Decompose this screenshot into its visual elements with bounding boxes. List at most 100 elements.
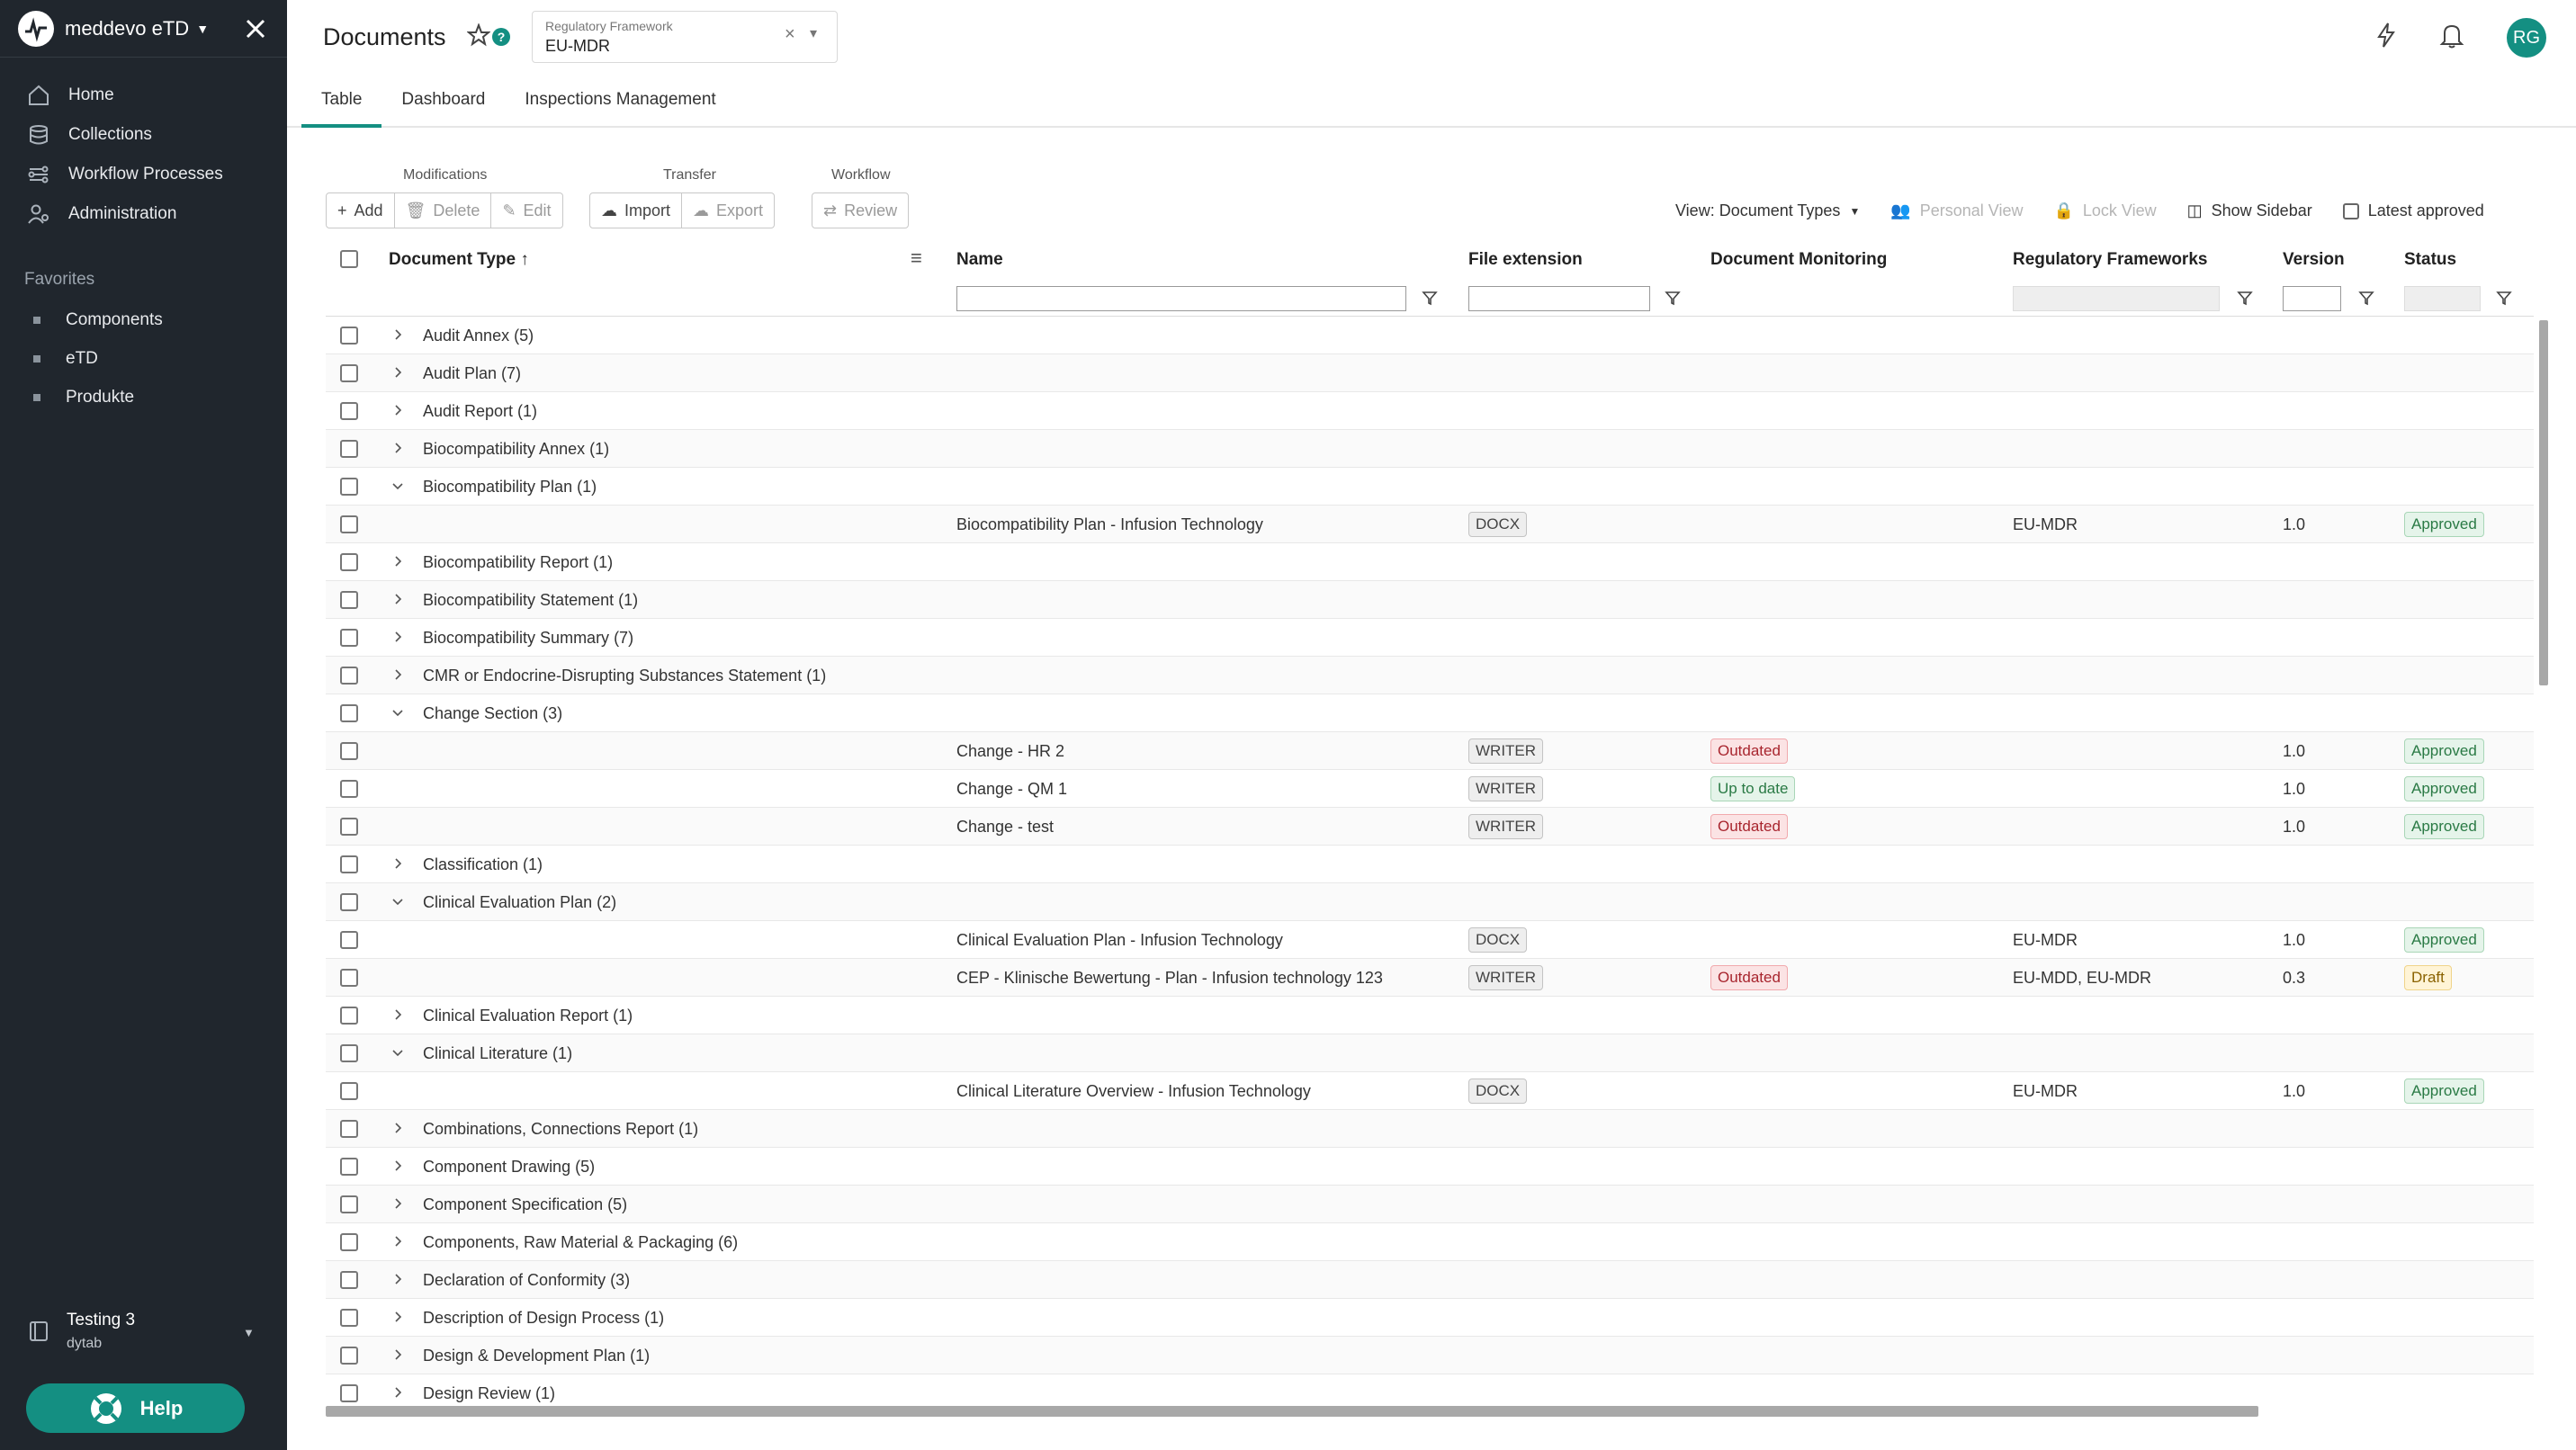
filter-icon[interactable] [2237, 290, 2253, 306]
favorite-item-produkte[interactable]: Produkte [0, 378, 287, 416]
review-button[interactable]: ⇄ Review [812, 192, 910, 228]
row-checkbox[interactable] [340, 1195, 358, 1213]
chevron-right-icon[interactable] [390, 1347, 405, 1362]
latest-approved-checkbox[interactable] [2342, 202, 2359, 219]
chevron-right-icon[interactable] [390, 592, 405, 606]
tab-inspections-management[interactable]: Inspections Management [525, 90, 716, 109]
document-row[interactable]: Biocompatibility Plan - Infusion Technol… [326, 506, 2534, 543]
chevron-right-icon[interactable] [390, 441, 405, 455]
row-checkbox[interactable] [340, 1233, 358, 1251]
lightning-icon[interactable] [2371, 20, 2401, 50]
row-checkbox[interactable] [340, 553, 358, 571]
delete-button[interactable]: 🗑 Delete [394, 192, 492, 228]
chevron-right-icon[interactable] [390, 1121, 405, 1135]
chevron-right-icon[interactable] [390, 403, 405, 417]
row-checkbox[interactable] [340, 818, 358, 836]
group-row[interactable]: Design Review (1) [326, 1374, 2534, 1409]
group-row[interactable]: Declaration of Conformity (3) [326, 1261, 2534, 1299]
help-button[interactable]: Help [26, 1383, 245, 1433]
group-row[interactable]: Component Drawing (5) [326, 1148, 2534, 1186]
chevron-right-icon[interactable] [390, 1272, 405, 1286]
document-row[interactable]: Clinical Literature Overview - Infusion … [326, 1072, 2534, 1110]
view-select[interactable]: View: Document Types ▼ [1675, 201, 1860, 220]
favorite-item-components[interactable]: Components [0, 300, 287, 339]
group-row[interactable]: Biocompatibility Summary (7) [326, 619, 2534, 657]
tab-table[interactable]: Table [301, 79, 382, 128]
chevron-right-icon[interactable] [390, 1310, 405, 1324]
file-extension-filter-input[interactable] [1468, 286, 1650, 311]
latest-approved-toggle[interactable]: Latest approved [2342, 201, 2484, 220]
name-filter-input[interactable] [956, 286, 1406, 311]
row-checkbox[interactable] [340, 855, 358, 873]
document-row[interactable]: Change - HR 2 WRITER Outdated 1.0 Approved [326, 732, 2534, 770]
group-row[interactable]: Biocompatibility Plan (1) [326, 468, 2534, 506]
chevron-down-icon[interactable] [390, 479, 405, 493]
regulatory-frameworks-filter-input[interactable] [2013, 286, 2220, 311]
sidebar-item-workflow-processes[interactable]: Workflow Processes [0, 155, 287, 194]
row-checkbox[interactable] [340, 893, 358, 911]
select-all-checkbox[interactable] [340, 250, 358, 268]
row-checkbox[interactable] [340, 667, 358, 685]
show-sidebar-button[interactable]: ◫ Show Sidebar [2187, 201, 2312, 220]
chevron-right-icon[interactable] [390, 1159, 405, 1173]
personal-view-button[interactable]: 👥 Personal View [1890, 201, 2023, 220]
sidebar-item-home[interactable]: Home [0, 76, 287, 115]
document-name[interactable]: Change - QM 1 [956, 780, 1068, 798]
chevron-down-icon[interactable] [390, 894, 405, 908]
add-button[interactable]: + Add [326, 192, 395, 228]
column-header-file-extension[interactable]: File extension [1468, 250, 1583, 269]
group-row[interactable]: Clinical Literature (1) [326, 1034, 2534, 1072]
row-checkbox[interactable] [340, 1158, 358, 1176]
group-row[interactable]: Audit Annex (5) [326, 317, 2534, 354]
export-button[interactable]: ☁ Export [682, 192, 776, 228]
chevron-right-icon[interactable] [390, 1007, 405, 1022]
status-filter-input[interactable] [2404, 286, 2481, 311]
group-row[interactable]: Combinations, Connections Report (1) [326, 1110, 2534, 1148]
filter-icon[interactable] [1422, 290, 1438, 306]
row-checkbox[interactable] [340, 478, 358, 496]
filter-icon[interactable] [2496, 290, 2512, 306]
filter-icon[interactable] [1665, 290, 1681, 306]
group-row[interactable]: Component Specification (5) [326, 1186, 2534, 1223]
row-checkbox[interactable] [340, 629, 358, 647]
group-row[interactable]: Clinical Evaluation Plan (2) [326, 883, 2534, 921]
document-row[interactable]: Clinical Evaluation Plan - Infusion Tech… [326, 921, 2534, 959]
row-checkbox[interactable] [340, 591, 358, 609]
group-row[interactable]: Audit Plan (7) [326, 354, 2534, 392]
row-checkbox[interactable] [340, 780, 358, 798]
bell-icon[interactable] [2437, 20, 2467, 50]
document-name[interactable]: Clinical Evaluation Plan - Infusion Tech… [956, 931, 1283, 949]
row-checkbox[interactable] [340, 704, 358, 722]
row-checkbox[interactable] [340, 1347, 358, 1365]
sidebar-item-collections[interactable]: Collections [0, 115, 287, 155]
row-checkbox[interactable] [340, 1044, 358, 1062]
chevron-down-icon[interactable] [390, 705, 405, 720]
chevron-right-icon[interactable] [390, 554, 405, 568]
document-row[interactable]: Change - test WRITER Outdated 1.0 Approved [326, 808, 2534, 846]
row-checkbox[interactable] [340, 364, 358, 382]
chevron-down-icon[interactable] [390, 1045, 405, 1060]
edit-button[interactable]: ✎ Edit [491, 192, 563, 228]
document-name[interactable]: Clinical Literature Overview - Infusion … [956, 1082, 1311, 1100]
row-checkbox[interactable] [340, 440, 358, 458]
user-avatar[interactable]: RG [2507, 18, 2546, 58]
group-row[interactable]: Biocompatibility Report (1) [326, 543, 2534, 581]
account-switcher[interactable]: Testing 3 dytab ▼ [0, 1295, 287, 1367]
row-checkbox[interactable] [340, 1271, 358, 1289]
group-row[interactable]: Description of Design Process (1) [326, 1299, 2534, 1337]
group-row[interactable]: Change Section (3) [326, 694, 2534, 732]
lock-view-button[interactable]: 🔒 Lock View [2053, 201, 2156, 220]
row-checkbox[interactable] [340, 1007, 358, 1025]
column-menu-icon[interactable]: ≡ [911, 246, 922, 269]
star-icon[interactable] [467, 23, 490, 47]
group-row[interactable]: Design & Development Plan (1) [326, 1337, 2534, 1374]
help-question-icon[interactable]: ? [492, 28, 510, 46]
document-name[interactable]: CEP - Klinische Bewertung - Plan - Infus… [956, 969, 1383, 987]
chevron-right-icon[interactable] [390, 1234, 405, 1249]
row-checkbox[interactable] [340, 402, 358, 420]
column-header-document-type[interactable]: Document Type ↑ [389, 250, 529, 270]
row-checkbox[interactable] [340, 969, 358, 987]
group-row[interactable]: Components, Raw Material & Packaging (6) [326, 1223, 2534, 1261]
column-header-status[interactable]: Status [2404, 250, 2457, 269]
group-row[interactable]: CMR or Endocrine-Disrupting Substances S… [326, 657, 2534, 694]
